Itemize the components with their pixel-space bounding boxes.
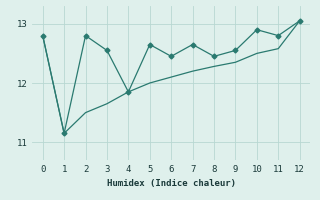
X-axis label: Humidex (Indice chaleur): Humidex (Indice chaleur)	[107, 179, 236, 188]
